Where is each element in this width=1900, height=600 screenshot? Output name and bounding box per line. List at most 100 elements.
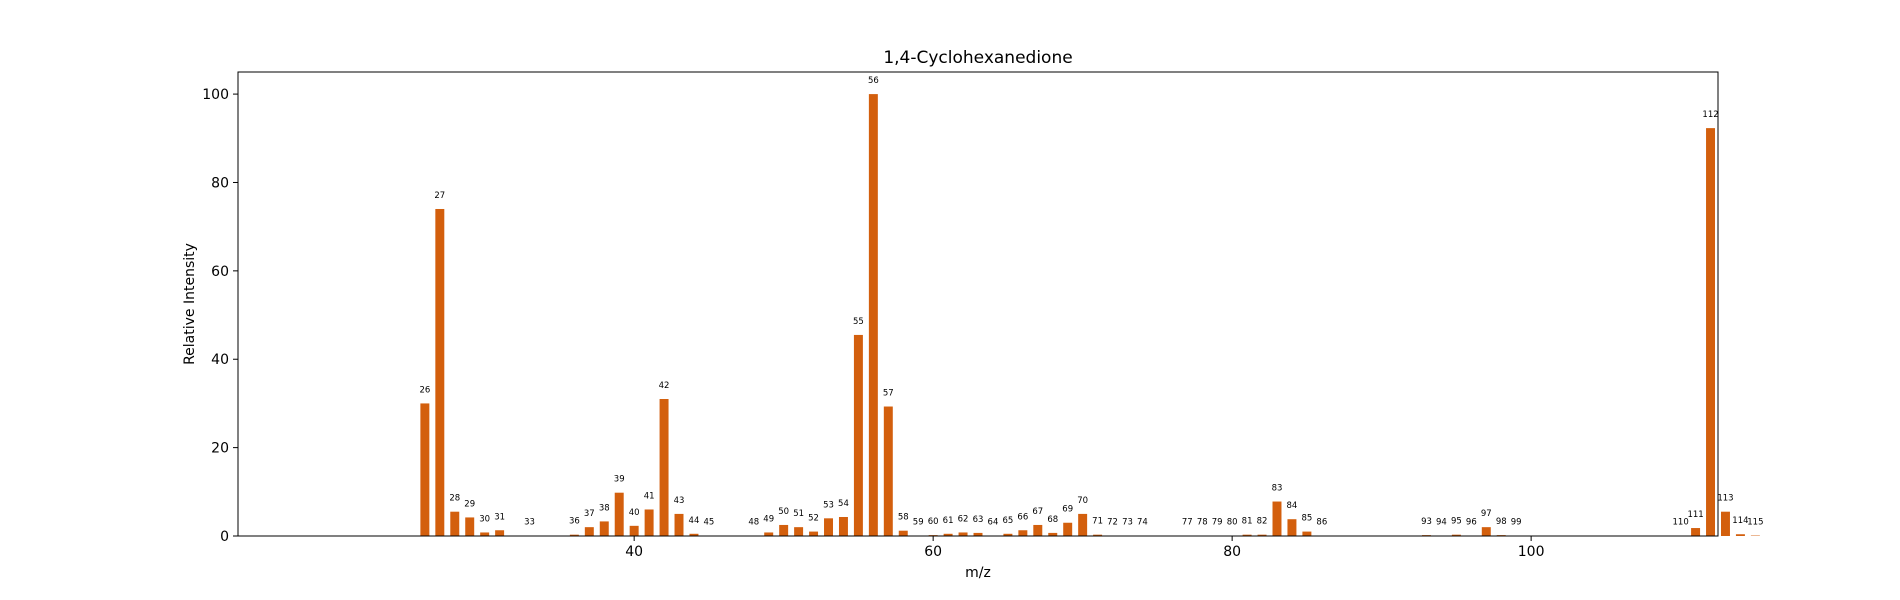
bar-label-mz-36: 36 bbox=[569, 517, 580, 527]
bar-mz-85 bbox=[1302, 531, 1312, 536]
bar-mz-51 bbox=[794, 527, 804, 536]
bar-label-mz-85: 85 bbox=[1301, 514, 1312, 524]
bar-label-mz-30: 30 bbox=[479, 514, 490, 524]
bar-label-mz-73: 73 bbox=[1122, 518, 1133, 528]
bar-mz-81 bbox=[1242, 534, 1252, 536]
bar-label-mz-71: 71 bbox=[1092, 517, 1103, 527]
bar-label-mz-33: 33 bbox=[524, 518, 535, 528]
bar-label-mz-77: 77 bbox=[1182, 518, 1193, 528]
bar-label-mz-56: 56 bbox=[868, 76, 879, 86]
bar-label-mz-69: 69 bbox=[1062, 505, 1073, 515]
bar-label-mz-98: 98 bbox=[1496, 517, 1507, 527]
bar-label-mz-26: 26 bbox=[419, 385, 430, 395]
bars-group bbox=[420, 94, 1760, 537]
bar-label-mz-68: 68 bbox=[1047, 515, 1058, 525]
bar-label-mz-97: 97 bbox=[1481, 509, 1492, 519]
bar-label-mz-45: 45 bbox=[703, 518, 714, 528]
plot-frame bbox=[237, 71, 1719, 537]
bar-label-mz-43: 43 bbox=[674, 496, 685, 506]
bar-label-mz-31: 31 bbox=[494, 512, 505, 522]
bar-label-mz-82: 82 bbox=[1257, 517, 1268, 527]
bar-mz-44 bbox=[689, 533, 699, 536]
bar-label-mz-57: 57 bbox=[883, 389, 894, 399]
bar-mz-29 bbox=[465, 517, 475, 536]
bar-mz-54 bbox=[838, 516, 848, 536]
bar-label-mz-80: 80 bbox=[1227, 518, 1238, 528]
bar-label-mz-51: 51 bbox=[793, 509, 804, 519]
bar-label-mz-67: 67 bbox=[1032, 507, 1043, 517]
bar-label-mz-41: 41 bbox=[644, 491, 655, 501]
bar-mz-31 bbox=[495, 530, 505, 536]
bar-mz-26 bbox=[420, 403, 430, 536]
bar-label-mz-93: 93 bbox=[1421, 517, 1432, 527]
bar-mz-114 bbox=[1735, 534, 1745, 536]
bar-label-mz-111: 111 bbox=[1687, 510, 1703, 520]
bar-mz-27 bbox=[435, 208, 445, 536]
bar-label-mz-48: 48 bbox=[748, 518, 759, 528]
bar-label-mz-44: 44 bbox=[689, 516, 700, 526]
bar-label-mz-99: 99 bbox=[1511, 518, 1522, 528]
bar-mz-69 bbox=[1063, 522, 1073, 536]
bar-label-mz-72: 72 bbox=[1107, 518, 1118, 528]
bar-label-mz-84: 84 bbox=[1287, 501, 1298, 511]
bar-mz-38 bbox=[599, 521, 609, 536]
x-axis-label: m/z bbox=[965, 565, 991, 581]
x-tick-label-60: 60 bbox=[924, 544, 942, 560]
bar-mz-111 bbox=[1691, 528, 1701, 536]
bar-mz-66 bbox=[1018, 530, 1028, 536]
bar-label-mz-70: 70 bbox=[1077, 496, 1088, 506]
y-tick-label-40: 40 bbox=[211, 352, 229, 368]
bar-mz-83 bbox=[1272, 501, 1282, 536]
y-axis-ticks: 0 20 40 60 80 100 bbox=[202, 87, 238, 545]
bar-label-mz-62: 62 bbox=[958, 514, 969, 524]
bar-mz-53 bbox=[824, 518, 833, 536]
bar-mz-30 bbox=[480, 532, 490, 536]
bar-label-mz-29: 29 bbox=[464, 499, 475, 509]
bar-label-mz-61: 61 bbox=[943, 516, 954, 526]
bar-mz-113 bbox=[1720, 511, 1730, 536]
bar-label-mz-115: 115 bbox=[1747, 518, 1763, 528]
bar-mz-42 bbox=[659, 399, 669, 536]
bar-mz-50 bbox=[779, 524, 789, 536]
bar-mz-67 bbox=[1033, 524, 1043, 536]
bar-mz-82 bbox=[1257, 534, 1267, 536]
bar-label-mz-65: 65 bbox=[1002, 516, 1013, 526]
bar-label-mz-78: 78 bbox=[1197, 518, 1208, 528]
bar-mz-112 bbox=[1706, 128, 1716, 537]
bar-mz-57 bbox=[883, 406, 893, 536]
bar-label-mz-27: 27 bbox=[434, 191, 445, 201]
bar-label-mz-58: 58 bbox=[898, 513, 909, 523]
bar-label-mz-42: 42 bbox=[659, 381, 670, 391]
bar-mz-61 bbox=[943, 533, 953, 536]
bar-label-mz-38: 38 bbox=[599, 503, 610, 513]
bar-mz-68 bbox=[1048, 532, 1058, 536]
bar-mz-58 bbox=[898, 530, 908, 536]
bar-mz-49 bbox=[764, 532, 774, 536]
bar-mz-95 bbox=[1451, 534, 1461, 536]
bar-mz-97 bbox=[1481, 527, 1491, 536]
x-tick-label-80: 80 bbox=[1223, 544, 1241, 560]
bar-label-mz-95: 95 bbox=[1451, 517, 1462, 527]
bar-mz-36 bbox=[569, 534, 579, 536]
y-tick-label-20: 20 bbox=[211, 441, 229, 457]
bar-label-mz-81: 81 bbox=[1242, 517, 1253, 527]
bar-label-mz-55: 55 bbox=[853, 317, 864, 327]
bar-label-mz-49: 49 bbox=[763, 514, 774, 524]
y-tick-label-60: 60 bbox=[211, 264, 229, 280]
bar-mz-37 bbox=[584, 527, 594, 536]
bar-label-mz-112: 112 bbox=[1702, 110, 1718, 120]
bar-label-mz-86: 86 bbox=[1316, 518, 1327, 528]
y-tick-label-0: 0 bbox=[220, 529, 229, 545]
bar-mz-39 bbox=[614, 492, 624, 536]
bar-mz-52 bbox=[809, 531, 819, 536]
bar-mz-43 bbox=[674, 513, 684, 536]
bar-label-mz-114: 114 bbox=[1732, 516, 1748, 526]
bar-label-mz-74: 74 bbox=[1137, 518, 1148, 528]
bar-mz-63 bbox=[973, 532, 983, 536]
bar-mz-65 bbox=[1003, 533, 1013, 536]
bar-label-mz-37: 37 bbox=[584, 509, 595, 519]
bar-label-mz-94: 94 bbox=[1436, 518, 1447, 528]
bar-label-mz-83: 83 bbox=[1272, 484, 1283, 494]
x-tick-label-40: 40 bbox=[625, 544, 643, 560]
bar-label-mz-50: 50 bbox=[778, 507, 789, 517]
